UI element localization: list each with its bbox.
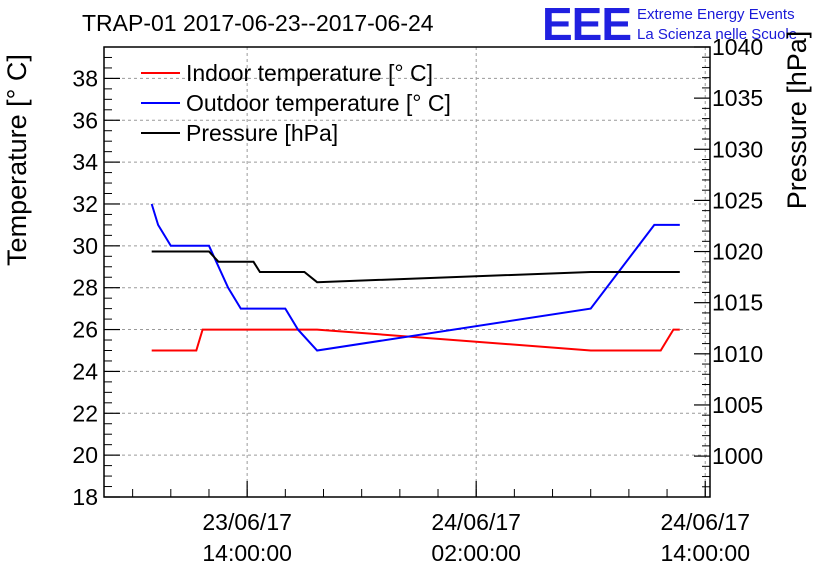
series-line-outdoor — [150, 203, 680, 352]
left-axis: 18 20 22 24 26 28 30 32 34 36 38 — [72, 56, 120, 510]
y-right-tick-label: 1010 — [712, 341, 763, 367]
y-left-tick-label: 36 — [72, 107, 98, 133]
y-axis-left-label: Temperature [° C] — [2, 54, 32, 266]
y-left-tick-label: 18 — [72, 484, 98, 510]
y-right-tick-label: 1000 — [712, 443, 763, 469]
x-tick-date: 24/06/17 — [431, 509, 521, 535]
eee-logo: EEE Extreme Energy Events La Scienza nel… — [542, 0, 797, 50]
legend: Indoor temperature [° C] Outdoor temperat… — [141, 60, 451, 146]
chart-title: TRAP-01 2017-06-23--2017-06-24 — [82, 10, 434, 36]
x-tick-time: 02:00:00 — [431, 540, 521, 566]
eee-logo-mark: EEE — [542, 0, 631, 50]
series-line-pressure — [151, 250, 680, 284]
legend-label: Pressure [hPa] — [186, 120, 338, 146]
y-axis-right-label: Pressure [hPa] — [782, 31, 812, 210]
y-left-tick-label: 24 — [72, 358, 98, 384]
series-layer — [150, 203, 680, 352]
y-right-tick-label: 1015 — [712, 290, 763, 316]
right-axis: 1000 1005 1010 1015 1020 1025 1030 1035 1040 — [694, 34, 763, 498]
series-line-indoor — [151, 328, 680, 352]
x-axis: 23/06/17 14:00:00 24/06/17 02:00:00 24/06/17… — [132, 481, 750, 566]
y-left-tick-label: 28 — [72, 275, 98, 301]
legend-label: Outdoor temperature [° C] — [186, 90, 451, 116]
y-right-tick-label: 1035 — [712, 85, 763, 111]
x-tick-time: 14:00:00 — [660, 540, 750, 566]
y-left-tick-label: 26 — [72, 317, 98, 343]
x-tick-date: 23/06/17 — [202, 509, 292, 535]
y-right-tick-label: 1005 — [712, 392, 763, 418]
y-left-tick-label: 22 — [72, 400, 98, 426]
eee-logo-line2: La Scienza nelle Scuole — [637, 26, 797, 43]
y-right-tick-label: 1025 — [712, 187, 763, 213]
grid-lines — [104, 47, 710, 497]
y-right-tick-label: 1040 — [712, 34, 763, 60]
x-tick-time: 14:00:00 — [202, 540, 292, 566]
y-left-tick-label: 34 — [72, 149, 98, 175]
y-right-tick-label: 1020 — [712, 239, 763, 265]
legend-label: Indoor temperature [° C] — [186, 60, 433, 86]
eee-logo-line1: Extreme Energy Events — [637, 6, 795, 23]
y-left-tick-label: 38 — [72, 65, 98, 91]
y-left-tick-label: 30 — [72, 233, 98, 259]
y-left-tick-label: 20 — [72, 442, 98, 468]
x-tick-date: 24/06/17 — [660, 509, 750, 535]
y-right-tick-label: 1030 — [712, 136, 763, 162]
y-left-tick-label: 32 — [72, 191, 98, 217]
